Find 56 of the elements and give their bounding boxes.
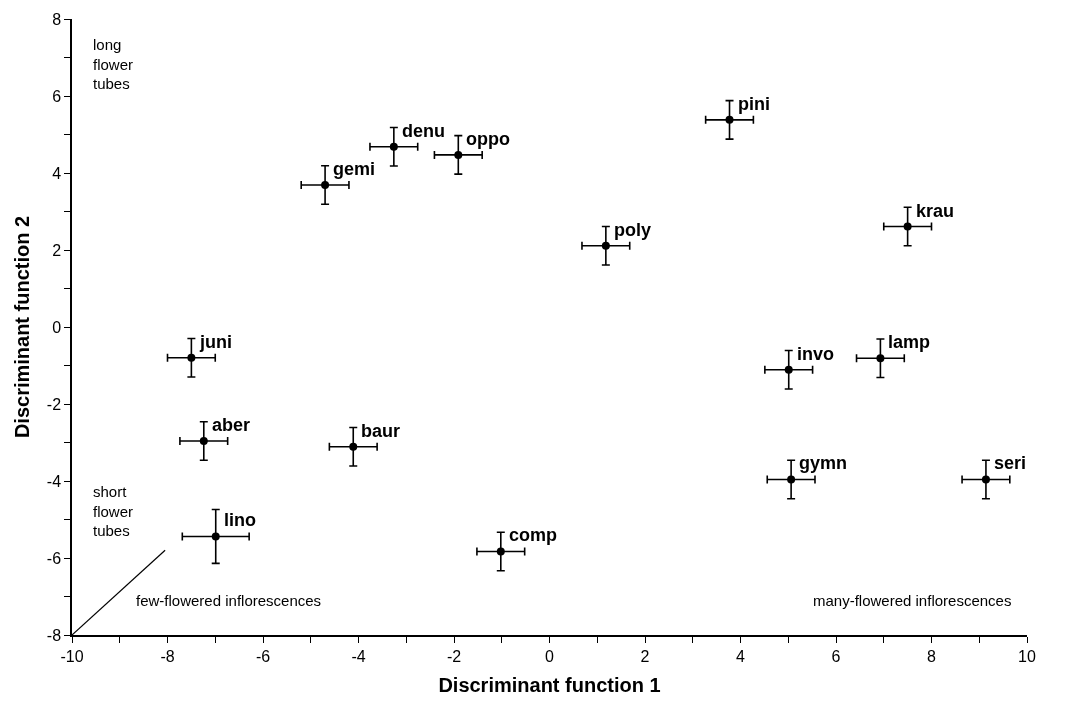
y-tick-label: -8 xyxy=(46,626,62,644)
annotation: oppo xyxy=(466,129,510,149)
annotation: invo xyxy=(797,344,835,364)
annotation: pini xyxy=(738,94,770,114)
annotation: baur xyxy=(361,421,401,441)
annotation: juni xyxy=(199,332,232,352)
annotation: gemi xyxy=(333,159,376,179)
x-tick-label: 0 xyxy=(545,647,555,665)
point xyxy=(784,365,793,374)
annotation: denu xyxy=(402,121,445,141)
y-tick-label: 6 xyxy=(52,87,62,105)
x-tick-label: 10 xyxy=(1018,647,1036,665)
point xyxy=(349,442,358,451)
x-tick-label: 4 xyxy=(736,647,746,665)
annotation: krau xyxy=(916,201,955,221)
annotation: comp xyxy=(509,525,558,545)
point xyxy=(389,142,398,151)
point xyxy=(903,222,912,231)
point xyxy=(496,547,505,556)
point xyxy=(601,241,610,250)
annotation: long flower tubes xyxy=(93,36,134,92)
x-tick-label: -2 xyxy=(446,647,462,665)
x-tick-label: -6 xyxy=(255,647,271,665)
y-axis-title: Discriminant function 2 xyxy=(10,215,33,439)
x-tick-label: 6 xyxy=(831,647,841,665)
x-tick-label: 8 xyxy=(927,647,937,665)
x-tick-label: -8 xyxy=(160,647,175,665)
point xyxy=(321,180,330,189)
point xyxy=(187,353,196,362)
x-tick-label: 2 xyxy=(640,647,650,665)
annotation: many-flowered inflorescences xyxy=(813,592,1012,609)
x-tick-label: -10 xyxy=(60,647,84,665)
point xyxy=(199,436,208,445)
y-tick-label: 0 xyxy=(52,318,62,336)
point xyxy=(725,115,734,124)
annotation: poly xyxy=(614,220,652,240)
point xyxy=(787,475,796,484)
annotation: short flower tubes xyxy=(93,483,134,539)
annotation: aber xyxy=(212,415,251,435)
point xyxy=(211,532,220,541)
y-tick-label: 2 xyxy=(52,241,62,259)
annotation: gymn xyxy=(799,453,848,473)
x-tick-label: -4 xyxy=(351,647,366,665)
y-tick-label: -2 xyxy=(46,395,62,413)
annotation: seri xyxy=(994,453,1027,473)
x-axis-title: Discriminant function 1 xyxy=(438,673,661,696)
y-tick-label: -6 xyxy=(46,549,62,567)
annotation: lamp xyxy=(888,332,931,352)
y-tick-label: -4 xyxy=(46,472,62,490)
point xyxy=(981,475,990,484)
y-tick-label: 8 xyxy=(52,10,62,28)
y-tick-label: 4 xyxy=(52,164,62,182)
point xyxy=(454,150,463,159)
annotation: few-flowered inflorescences xyxy=(136,592,322,609)
annotation: lino xyxy=(224,510,256,530)
point xyxy=(876,354,885,363)
